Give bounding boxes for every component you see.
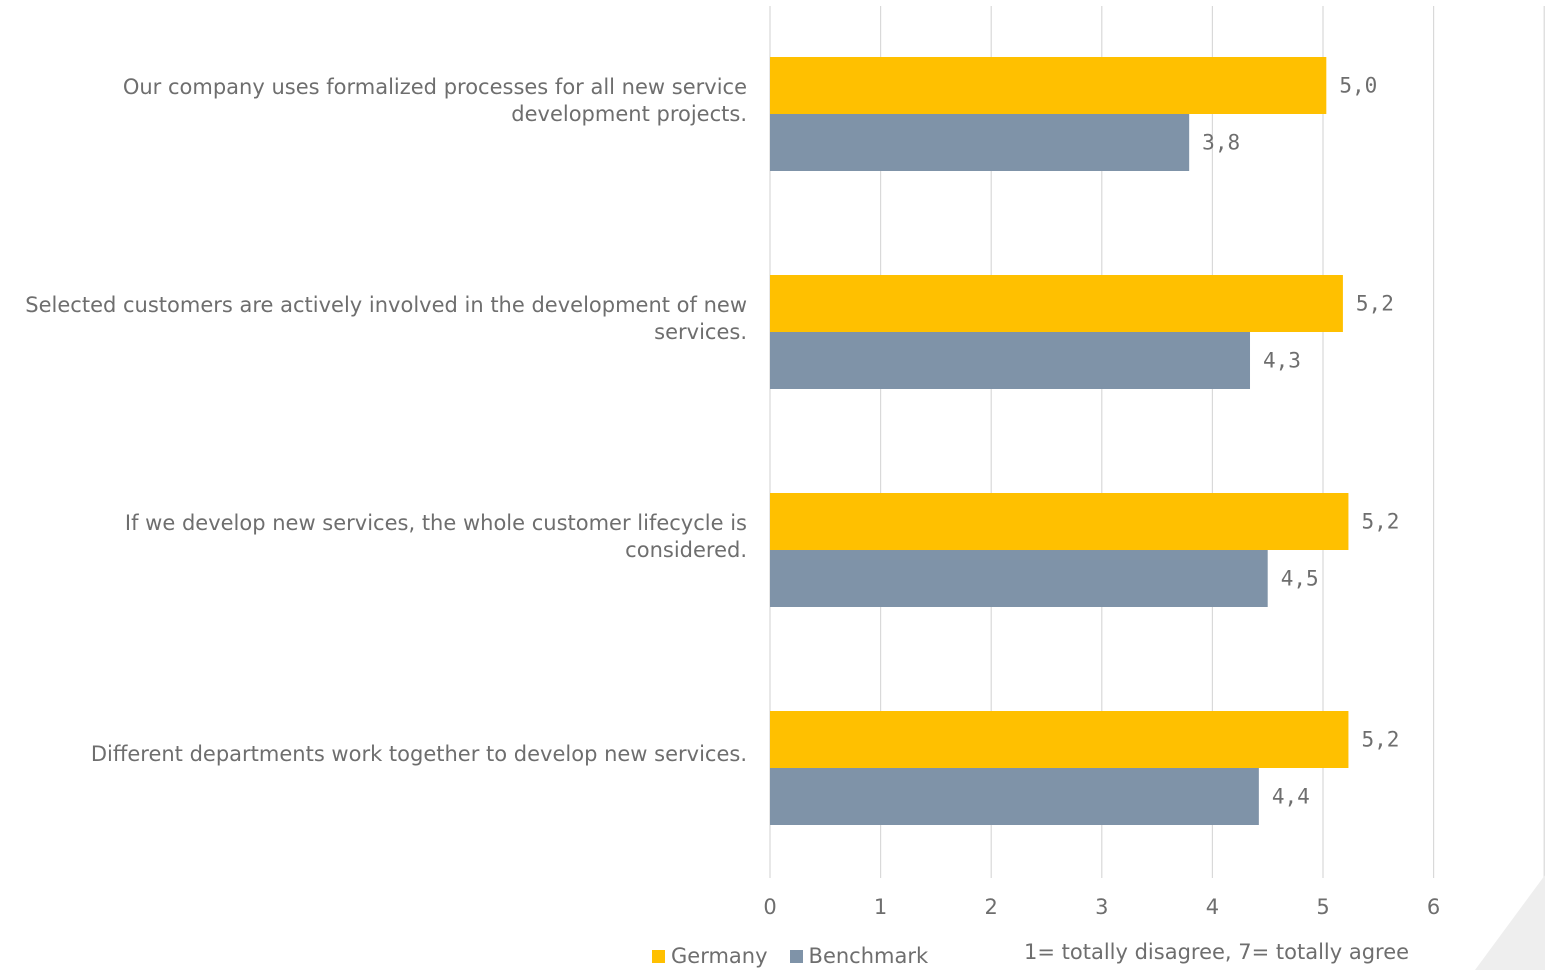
category-label-3: Different departments work together to d… [0, 741, 747, 768]
data-label-benchmark-1: 4,3 [1263, 349, 1301, 373]
x-tick-label-4: 4 [1206, 895, 1219, 919]
data-label-germany-1: 5,2 [1356, 292, 1394, 316]
x-tick-label-0: 0 [763, 895, 776, 919]
bar-germany-1 [770, 275, 1343, 332]
category-label-line: considered. [625, 537, 747, 562]
bar-germany-3 [770, 711, 1349, 768]
corner-decoration [1475, 875, 1545, 970]
data-label-benchmark-2: 4,5 [1281, 567, 1319, 591]
legend: Germany Benchmark [652, 944, 950, 968]
scale-footnote: 1= totally disagree, 7= totally agree [1024, 940, 1410, 964]
legend-swatch-germany [652, 949, 665, 963]
category-label-line: Our company uses formalized processes fo… [122, 74, 747, 99]
category-label-1: Selected customers are actively involved… [0, 292, 747, 346]
x-tick-label-5: 5 [1316, 895, 1329, 919]
data-label-germany-0: 5,0 [1339, 74, 1377, 98]
legend-swatch-benchmark [789, 949, 803, 963]
category-label-line: development projects. [511, 101, 747, 126]
legend-item-benchmark: Benchmark [789, 944, 929, 968]
legend-label-benchmark: Benchmark [808, 944, 929, 968]
x-tick-label-2: 2 [985, 895, 998, 919]
category-label-line: Different departments work together to d… [90, 742, 747, 766]
category-label-0: Our company uses formalized processes fo… [0, 74, 747, 128]
category-label-line: services. [654, 319, 747, 344]
data-label-benchmark-0: 3,8 [1202, 131, 1240, 155]
bar-germany-0 [770, 57, 1327, 114]
data-label-germany-2: 5,2 [1361, 510, 1399, 534]
x-tick-label-6: 6 [1427, 895, 1440, 919]
x-tick-label-1: 1 [874, 895, 887, 919]
bar-benchmark-3 [770, 768, 1259, 825]
data-label-benchmark-3: 4,4 [1272, 785, 1310, 809]
category-label-line: If we develop new services, the whole cu… [124, 510, 747, 535]
bar-benchmark-1 [770, 332, 1251, 389]
legend-item-germany: Germany [652, 944, 768, 968]
bar-benchmark-2 [770, 550, 1268, 607]
x-tick-label-3: 3 [1095, 895, 1108, 919]
data-label-germany-3: 5,2 [1361, 728, 1399, 752]
category-label-line: Selected customers are actively involved… [25, 292, 747, 317]
legend-label-germany: Germany [671, 944, 768, 968]
category-label-2: If we develop new services, the whole cu… [0, 510, 747, 564]
bar-germany-2 [770, 493, 1349, 550]
bar-benchmark-0 [770, 114, 1190, 171]
